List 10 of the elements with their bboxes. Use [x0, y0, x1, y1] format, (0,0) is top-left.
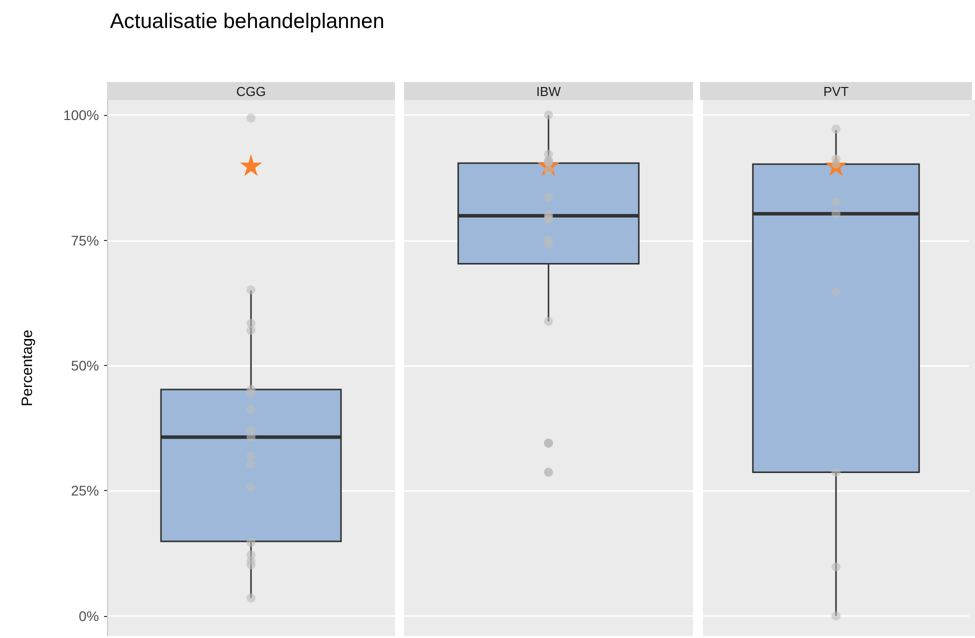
y-tick-label: 50% [70, 357, 99, 374]
y-tick-label: 0% [78, 608, 99, 624]
x-tick-label: CGG [236, 84, 266, 99]
y-tick-label: 75% [70, 232, 99, 248]
x-tick-label: PVT [823, 84, 849, 99]
y-axis-title: Percentage [19, 330, 36, 406]
chart-title: Actualisatie behandelplannen [110, 10, 384, 33]
x-tick-label: IBW [536, 84, 562, 99]
y-tick-label: 100% [63, 107, 99, 124]
y-tick-label: 25% [70, 482, 99, 499]
